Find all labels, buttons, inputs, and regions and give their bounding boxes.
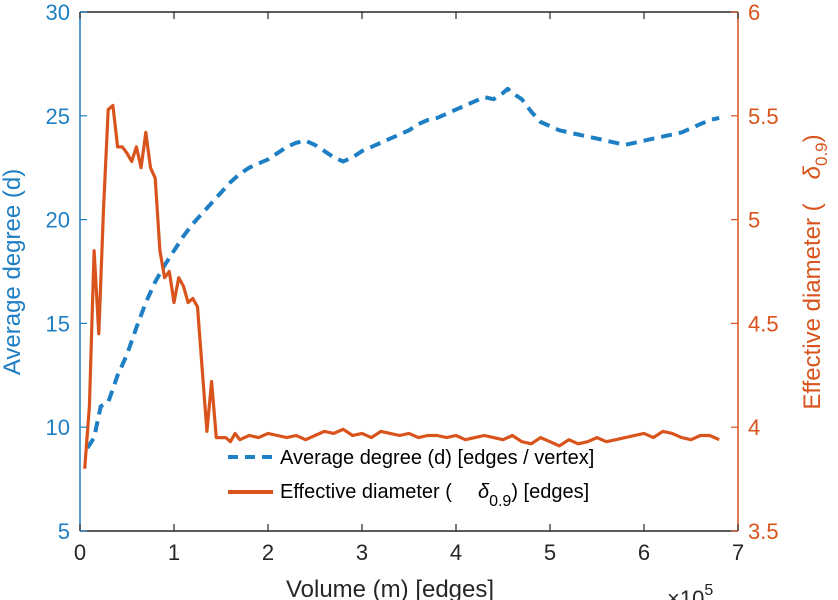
x-tick-label: 4 [450,540,462,565]
legend-label-average-degree: Average degree (d) [edges / vertex] [280,447,594,469]
x-tick-label: 2 [262,540,274,565]
y-right-tick-label: 3.5 [748,519,779,544]
series-layer [83,86,720,469]
x-tick-label: 5 [544,540,556,565]
y-axis-right-title-subscript: 0.9 [812,142,831,166]
y-left-tick-label: 30 [46,0,70,25]
y-left-tick-label: 15 [46,311,70,336]
y-axis-right-title-symbol: δ [799,165,826,179]
y-left-tick-label: 20 [46,208,70,233]
x-axis-exponent-base: ×10 [667,586,704,600]
legend: Average degree (d) [edges / vertex] Effe… [228,447,594,510]
series-line-effective-diameter [83,103,720,469]
y-right-tick-label: 4 [748,415,760,440]
y-right-tick-label: 5 [748,208,760,233]
legend-label-effective-diameter-subscript: 0.9 [489,493,511,510]
x-tick-label: 7 [732,540,744,565]
y-right-tick-label: 6 [748,0,760,25]
y-axis-right-title-suffix: ) [799,134,826,142]
legend-label-effective-diameter: Effective diameter ( δ0.9) [edges] [280,481,589,510]
y-left-tick-label: 10 [46,415,70,440]
y-axis-right-title: Effective diameter ( δ0.9) [799,134,831,409]
x-tick-label: 3 [356,540,368,565]
series-line-average-degree [85,86,720,450]
y-axis-right-title-prefix: Effective diameter ( [799,203,826,409]
x-tick-label: 0 [74,540,86,565]
legend-label-effective-diameter-symbol: δ [478,481,490,503]
x-axis-title: Volume (m) [edges] [286,576,494,600]
x-axis-exponent: ×105 [667,582,713,600]
x-axis-exponent-power: 5 [704,582,713,599]
legend-label-effective-diameter-prefix: Effective diameter ( [280,481,452,503]
y-left-tick-label: 25 [46,104,70,129]
y-right-tick-label: 5.5 [748,104,779,129]
y-right-tick-label: 4.5 [748,311,779,336]
legend-label-effective-diameter-suffix: ) [edges] [511,481,589,503]
x-tick-label: 6 [638,540,650,565]
x-tick-label: 1 [168,540,180,565]
y-axis-left-title: Average degree (d) [0,169,26,375]
axes-layer: 0 1 2 3 4 5 6 7 5 10 15 20 25 30 3.5 4 4.5 5 5.5 6 [46,0,779,565]
y-left-tick-label: 5 [58,519,70,544]
